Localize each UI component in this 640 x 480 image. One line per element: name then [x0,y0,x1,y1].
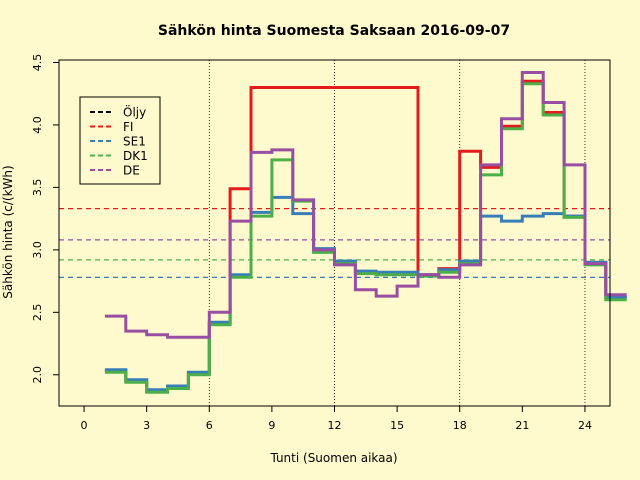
y-tick-label: 2.0 [31,366,44,384]
y-tick-label: 3.5 [31,179,44,197]
y-tick-label: 4.0 [31,116,44,133]
x-axis-label: Tunti (Suomen aikaa) [269,451,397,465]
legend-label-fi: FI [123,120,133,134]
chart-title: Sähkön hinta Suomesta Saksaan 2016-09-07 [158,23,510,39]
y-tick-label: 2.5 [31,304,44,322]
y-axis: 2.0 2.5 3.0 3.5 4.0 4.5 [31,54,59,384]
x-tick-label: 12 [328,419,342,432]
x-tick-label: 18 [453,419,467,432]
x-tick-label: 15 [390,419,404,432]
x-tick-label: 9 [268,419,275,432]
x-tick-label: 21 [515,419,529,432]
y-tick-label: 3.0 [31,241,44,259]
x-tick-label: 3 [143,419,150,432]
legend-label-se1: SE1 [123,135,146,149]
y-axis-label: Sähkön hinta (c/(kWh) [1,165,15,298]
plot-area [59,60,627,406]
legend-label-öljy: Öljy [123,104,146,120]
x-tick-label: 24 [578,419,592,432]
x-tick-label: 0 [81,419,88,432]
x-axis: 0 3 6 9 12 15 18 21 24 [81,406,592,432]
legend-label-de: DE [123,164,140,178]
legend-label-dk1: DK1 [123,149,148,163]
x-tick-label: 6 [206,419,213,432]
y-tick-label: 4.5 [31,54,44,72]
series-line-de [104,71,627,339]
